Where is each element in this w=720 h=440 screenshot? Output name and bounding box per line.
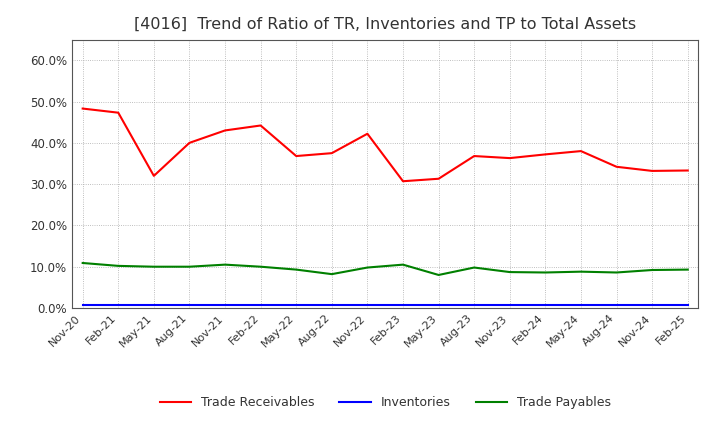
Inventories — [505, 302, 514, 307]
Trade Payables — [434, 272, 443, 278]
Trade Payables — [185, 264, 194, 269]
Trade Payables — [541, 270, 549, 275]
Inventories — [541, 302, 549, 307]
Trade Receivables — [292, 154, 300, 159]
Trade Payables — [612, 270, 621, 275]
Trade Payables — [292, 267, 300, 272]
Trade Receivables — [328, 150, 336, 156]
Trade Payables — [683, 267, 692, 272]
Inventories — [150, 302, 158, 307]
Inventories — [399, 302, 408, 307]
Trade Receivables — [683, 168, 692, 173]
Trade Receivables — [434, 176, 443, 181]
Title: [4016]  Trend of Ratio of TR, Inventories and TP to Total Assets: [4016] Trend of Ratio of TR, Inventories… — [134, 16, 636, 32]
Inventories — [292, 302, 300, 307]
Inventories — [328, 302, 336, 307]
Trade Payables — [399, 262, 408, 267]
Inventories — [256, 302, 265, 307]
Trade Payables — [470, 265, 479, 270]
Inventories — [78, 302, 87, 307]
Inventories — [577, 302, 585, 307]
Trade Receivables — [256, 123, 265, 128]
Trade Receivables — [150, 173, 158, 179]
Inventories — [363, 302, 372, 307]
Trade Receivables — [577, 148, 585, 154]
Trade Receivables — [505, 155, 514, 161]
Trade Receivables — [78, 106, 87, 111]
Inventories — [470, 302, 479, 307]
Line: Trade Receivables: Trade Receivables — [83, 109, 688, 181]
Line: Trade Payables: Trade Payables — [83, 263, 688, 275]
Inventories — [648, 302, 657, 307]
Inventories — [683, 302, 692, 307]
Trade Payables — [328, 271, 336, 277]
Trade Payables — [648, 268, 657, 273]
Trade Receivables — [363, 131, 372, 136]
Inventories — [612, 302, 621, 307]
Trade Payables — [114, 263, 122, 268]
Trade Payables — [78, 260, 87, 266]
Inventories — [185, 302, 194, 307]
Trade Payables — [221, 262, 230, 267]
Trade Payables — [577, 269, 585, 274]
Trade Receivables — [470, 154, 479, 159]
Trade Receivables — [399, 179, 408, 184]
Trade Payables — [256, 264, 265, 269]
Trade Payables — [150, 264, 158, 269]
Inventories — [114, 302, 122, 307]
Trade Receivables — [541, 152, 549, 157]
Trade Receivables — [612, 164, 621, 169]
Trade Receivables — [221, 128, 230, 133]
Trade Receivables — [114, 110, 122, 115]
Trade Payables — [505, 269, 514, 275]
Legend: Trade Receivables, Inventories, Trade Payables: Trade Receivables, Inventories, Trade Pa… — [155, 392, 616, 414]
Trade Receivables — [648, 168, 657, 173]
Trade Payables — [363, 265, 372, 270]
Trade Receivables — [185, 140, 194, 146]
Inventories — [221, 302, 230, 307]
Inventories — [434, 302, 443, 307]
